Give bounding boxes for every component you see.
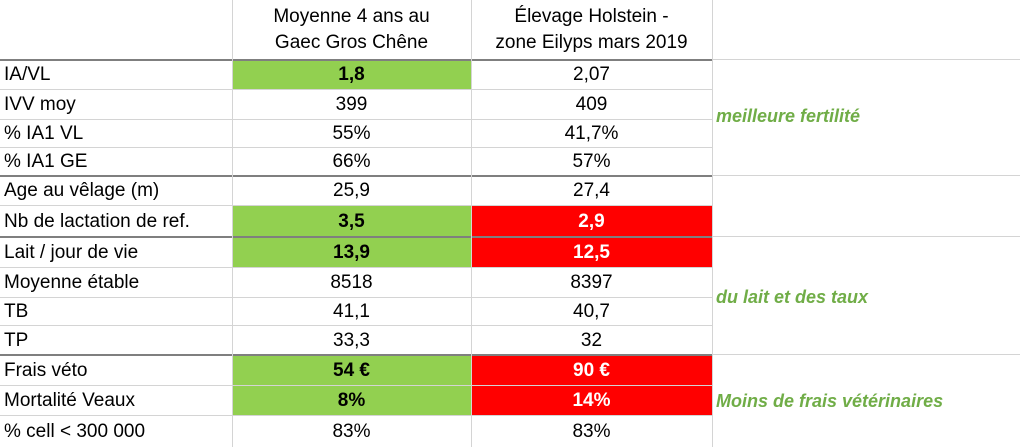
- value-holstein: 2,07: [573, 64, 610, 85]
- note-vet: Moins de frais vétérinaires: [716, 391, 944, 411]
- row-label: Nb de lactation de ref.: [4, 210, 190, 232]
- value-holstein: 83%: [572, 420, 611, 442]
- grid-line: [0, 175, 712, 177]
- header-col-gaec-line1: Moyenne 4 ans au: [273, 6, 430, 27]
- row-label: % IA1 GE: [4, 151, 88, 172]
- value-gaec: 83%: [332, 420, 371, 442]
- value-holstein: 2,9: [471, 206, 712, 237]
- value-gaec: 399: [335, 94, 368, 115]
- header-col-holstein: Élevage Holstein - zone Eilyps mars 2019: [471, 0, 712, 60]
- row-label: Mortalité Veaux: [4, 390, 135, 411]
- row-label: % IA1 VL: [4, 123, 84, 144]
- grid-line: [712, 354, 1020, 355]
- grid-line: [712, 175, 1020, 176]
- row-label: TB: [4, 301, 29, 322]
- grid-line: [0, 59, 712, 61]
- header-col-gaec-line2: Gaec Gros Chêne: [274, 32, 429, 53]
- grid-line: [0, 236, 712, 238]
- value-holstein: 32: [580, 329, 603, 351]
- grid-line: [0, 297, 712, 298]
- header-col-holstein-line1: Élevage Holstein -: [514, 6, 669, 27]
- value-holstein: 14%: [471, 386, 712, 416]
- value-holstein: 41,7%: [564, 123, 619, 144]
- row-label: % cell < 300 000: [4, 420, 146, 442]
- header-col-gaec: Moyenne 4 ans au Gaec Gros Chêne: [232, 0, 471, 60]
- value-holstein: 57%: [572, 151, 611, 172]
- value-gaec: 54 €: [232, 355, 471, 386]
- value-gaec: 13,9: [232, 237, 471, 268]
- grid-line: [0, 147, 712, 148]
- grid-line: [0, 267, 712, 268]
- row-label: Moyenne étable: [4, 272, 140, 293]
- grid-line: [0, 385, 712, 386]
- value-holstein: 27,4: [573, 180, 610, 201]
- value-holstein: 8397: [570, 272, 613, 293]
- grid-line: [0, 205, 712, 206]
- grid-line: [712, 59, 1020, 60]
- grid-line: [0, 325, 712, 326]
- value-holstein: 12,5: [471, 237, 712, 268]
- grid-line: [0, 354, 712, 356]
- value-gaec: 55%: [332, 123, 371, 144]
- grid-line: [712, 0, 713, 447]
- grid-line: [712, 236, 1020, 237]
- grid-line: [471, 0, 472, 447]
- row-label: Frais véto: [4, 359, 88, 381]
- value-gaec: 8518: [330, 272, 373, 293]
- row-label: Lait / jour de vie: [4, 241, 139, 263]
- value-gaec: 25,9: [333, 180, 370, 201]
- row-label: IVV moy: [4, 94, 76, 115]
- row-label: Age au vêlage (m): [4, 180, 160, 201]
- note-milk: du lait et des taux: [716, 287, 869, 307]
- value-gaec: 8%: [232, 386, 471, 416]
- value-gaec: 3,5: [232, 206, 471, 237]
- row-label: IA/VL: [4, 64, 51, 85]
- value-gaec: 41,1: [333, 301, 370, 322]
- note-fertility: meilleure fertilité: [716, 106, 861, 126]
- grid-line: [0, 119, 712, 120]
- grid-line: [232, 0, 233, 447]
- grid-line: [0, 89, 712, 90]
- value-holstein: 90 €: [471, 355, 712, 386]
- value-holstein: 409: [575, 94, 608, 115]
- value-gaec: 1,8: [232, 60, 471, 90]
- value-gaec: 66%: [332, 151, 371, 172]
- value-holstein: 40,7: [573, 301, 610, 322]
- value-gaec: 33,3: [333, 329, 370, 351]
- row-label: TP: [4, 329, 29, 351]
- header-col-holstein-line2: zone Eilyps mars 2019: [495, 32, 688, 53]
- grid-line: [0, 415, 712, 416]
